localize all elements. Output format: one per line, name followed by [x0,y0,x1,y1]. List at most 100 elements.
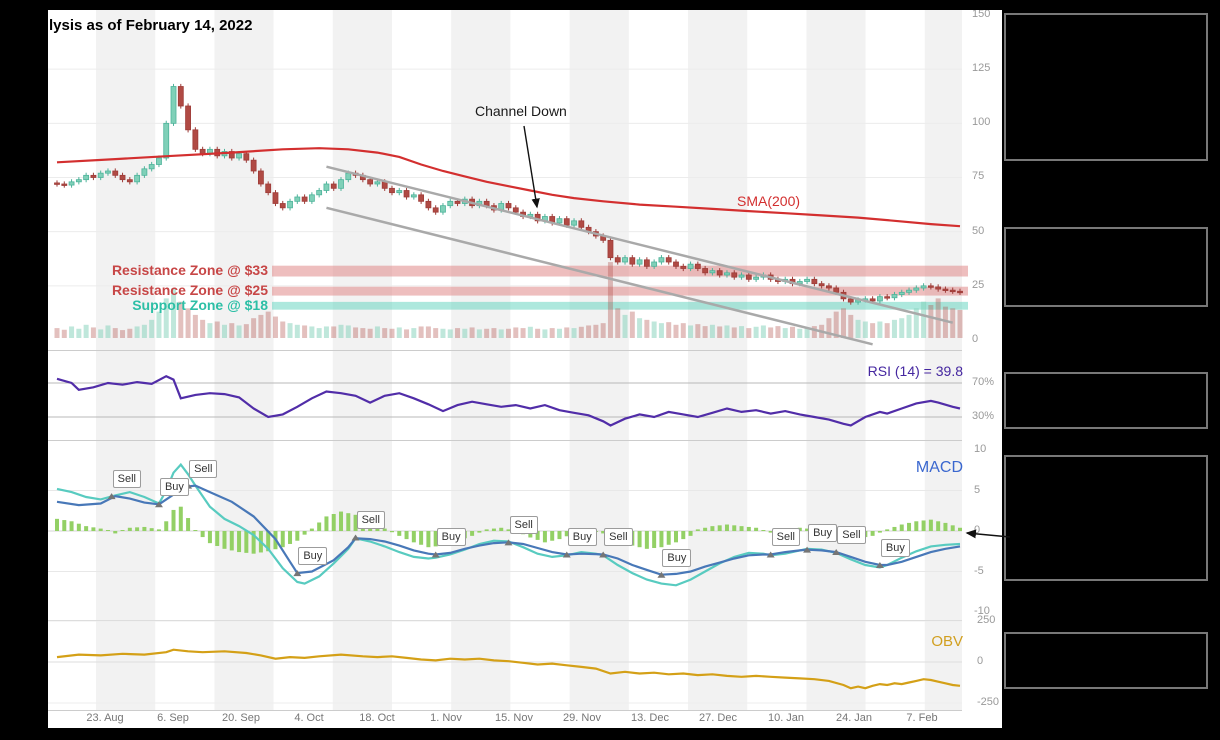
macd-histogram-bar [958,527,963,531]
macd-histogram-bar [717,525,722,531]
volume-bar [790,326,796,338]
signal-marker [599,551,608,558]
candle-body [891,294,898,299]
volume-bar [404,329,410,338]
macd-histogram-bar [251,531,256,554]
volume-bar [316,328,322,338]
volume-bar [607,262,613,338]
price-axis-tick: 150 [972,7,991,20]
macd-histogram-bar [950,525,955,531]
zone-band [272,286,968,296]
macd-histogram-bar [98,528,103,531]
volume-bar [149,319,155,338]
candle-body [731,272,738,278]
volume-bar [753,326,759,338]
macd-histogram-bar [805,528,810,531]
macd-histogram-bar [339,511,344,531]
x-axis-tick: 6. Sep [157,712,189,724]
candle-body [163,122,170,159]
macd-histogram-bar [55,518,59,531]
macd-histogram-bar [324,516,329,531]
volume-bar [527,326,533,338]
macd-histogram-bar [433,531,438,547]
macd-histogram-bar [346,513,351,531]
macd-histogram-bar [62,520,67,531]
channel-down-annotation: Channel Down [475,103,567,119]
candle-body [389,187,395,194]
candle-body [148,164,155,170]
volume-bar [957,309,963,338]
macd-histogram-bar [149,528,154,531]
price-axis-tick: 0 [972,333,979,345]
volume-bar [374,326,380,338]
sma-200-label: SMA(200) [737,193,801,209]
macd-histogram-bar [652,531,657,549]
candle-body [957,290,963,294]
macd-histogram-bar [331,513,336,531]
volume-bar [564,327,570,338]
signal-buy-badge: Buy [880,539,910,558]
volume-bar [855,319,861,338]
candle-body [826,285,832,289]
macd-axis-tick: 10 [974,443,987,455]
candle-body [614,257,621,263]
zone-label: Support Zone @ $18 [132,296,268,313]
volume-bar [83,324,89,338]
volume-bar [906,314,912,338]
candle-body [811,278,818,285]
rsi-line [56,374,961,427]
macd-histogram-bar [892,526,897,531]
volume-bar [637,318,643,338]
volume-bar [651,321,657,338]
macd-histogram-bar [302,531,307,535]
volume-bar [207,323,213,338]
macd-histogram-bar [921,520,926,531]
candle-body [454,200,461,204]
candle-body [709,270,716,274]
macd-histogram-bar [557,531,562,540]
volume-bar [447,329,453,338]
signal-marker [562,551,571,558]
candle-body [410,194,417,198]
signal-marker [154,501,163,508]
redacted-panel [1004,632,1208,689]
candle-body [396,190,403,194]
candle-body [942,288,949,291]
macd-histogram-bar [885,529,890,531]
macd-histogram-bar [877,531,882,533]
zone-band [272,301,968,310]
macd-histogram-bar [309,528,314,531]
volume-bar [76,328,82,338]
volume-bar [811,326,817,338]
volume-bar [484,328,490,338]
candle-body [702,268,709,274]
volume-bar [731,327,737,338]
macd-histogram-bar [142,526,147,531]
macd-histogram-bar [732,525,737,531]
candle-body [556,218,563,224]
volume-bar [360,328,366,338]
macd-histogram-bar [739,526,744,531]
volume-bar [491,328,497,338]
volume-bar [513,327,519,338]
volume-bar [462,328,468,338]
signal-marker [351,534,360,541]
volume-bar [433,328,439,338]
volume-bar [440,328,446,338]
volume-bar [141,324,147,338]
candle-body [279,203,286,209]
volume-bar [891,319,897,338]
signal-marker [657,571,666,578]
candle-body [687,263,694,269]
macd-histogram-bar [237,531,242,553]
macd-histogram-bar [84,526,89,531]
macd-histogram-bar [666,531,671,545]
macd-histogram-bar [688,531,693,536]
volume-bar [695,324,701,338]
macd-histogram-bar [491,528,496,531]
macd-histogram-bar [266,531,271,552]
candle-body [658,257,665,263]
volume-bar [338,324,344,338]
candle-body [636,259,643,265]
candle-body [876,296,883,302]
